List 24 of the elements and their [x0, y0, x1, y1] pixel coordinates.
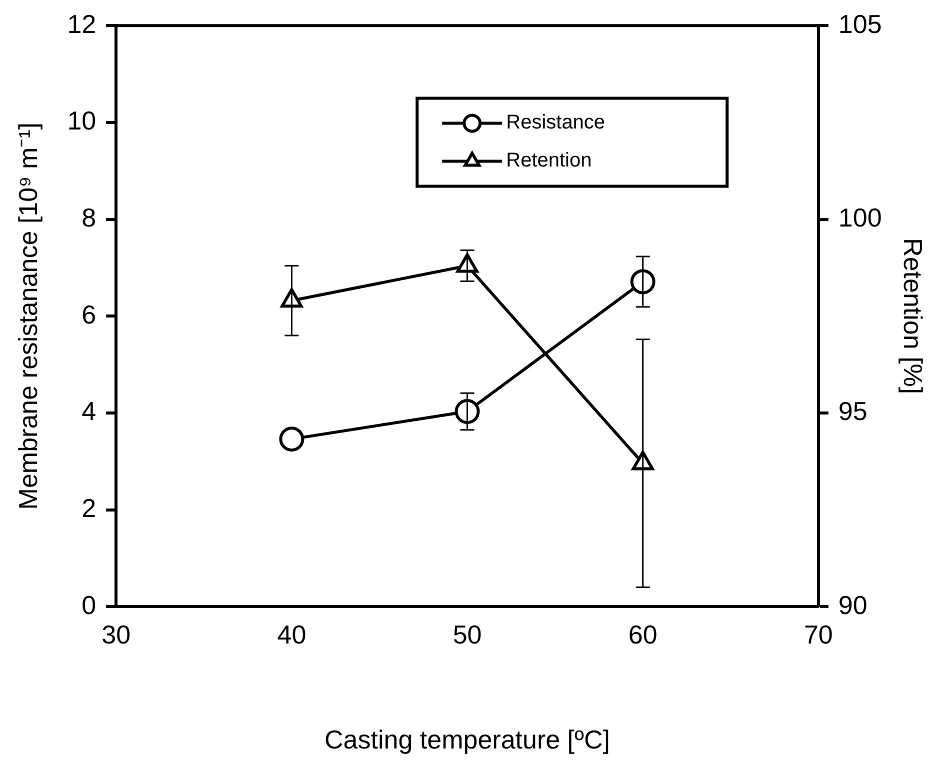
x-tick-label: 60	[628, 619, 658, 650]
y-tick-label: 4	[82, 396, 96, 426]
x-axis-title: Casting temperature [ºC]	[324, 724, 610, 755]
y2-tick-label: 90	[838, 590, 868, 620]
y-tick-label: 2	[82, 492, 96, 523]
y-tick-label: 10	[67, 106, 96, 136]
y-tick-label: 8	[82, 202, 96, 232]
y-tick-label: 0	[82, 590, 96, 620]
y2-tick-label: 100	[838, 202, 882, 232]
point	[279, 426, 304, 452]
point	[454, 398, 480, 424]
y2-axis-title: Retention [%]	[898, 238, 928, 394]
y2-tick-label: 105	[838, 8, 882, 39]
y-tick-label: 12	[67, 8, 96, 39]
x-tick-label: 70	[804, 619, 833, 650]
y-axis-title: Membrane resistanance [10⁹ m⁻¹]	[12, 122, 43, 510]
legend-label: Resistance	[506, 112, 606, 134]
x-tick-label: 30	[102, 619, 131, 650]
y-tick-label: 6	[82, 299, 96, 330]
x-tick-label: 40	[277, 619, 306, 650]
y2-tick-label: 95	[838, 396, 868, 426]
x-tick-label: 50	[452, 619, 482, 650]
point	[630, 269, 656, 294]
legend-label: Retention	[506, 150, 592, 172]
